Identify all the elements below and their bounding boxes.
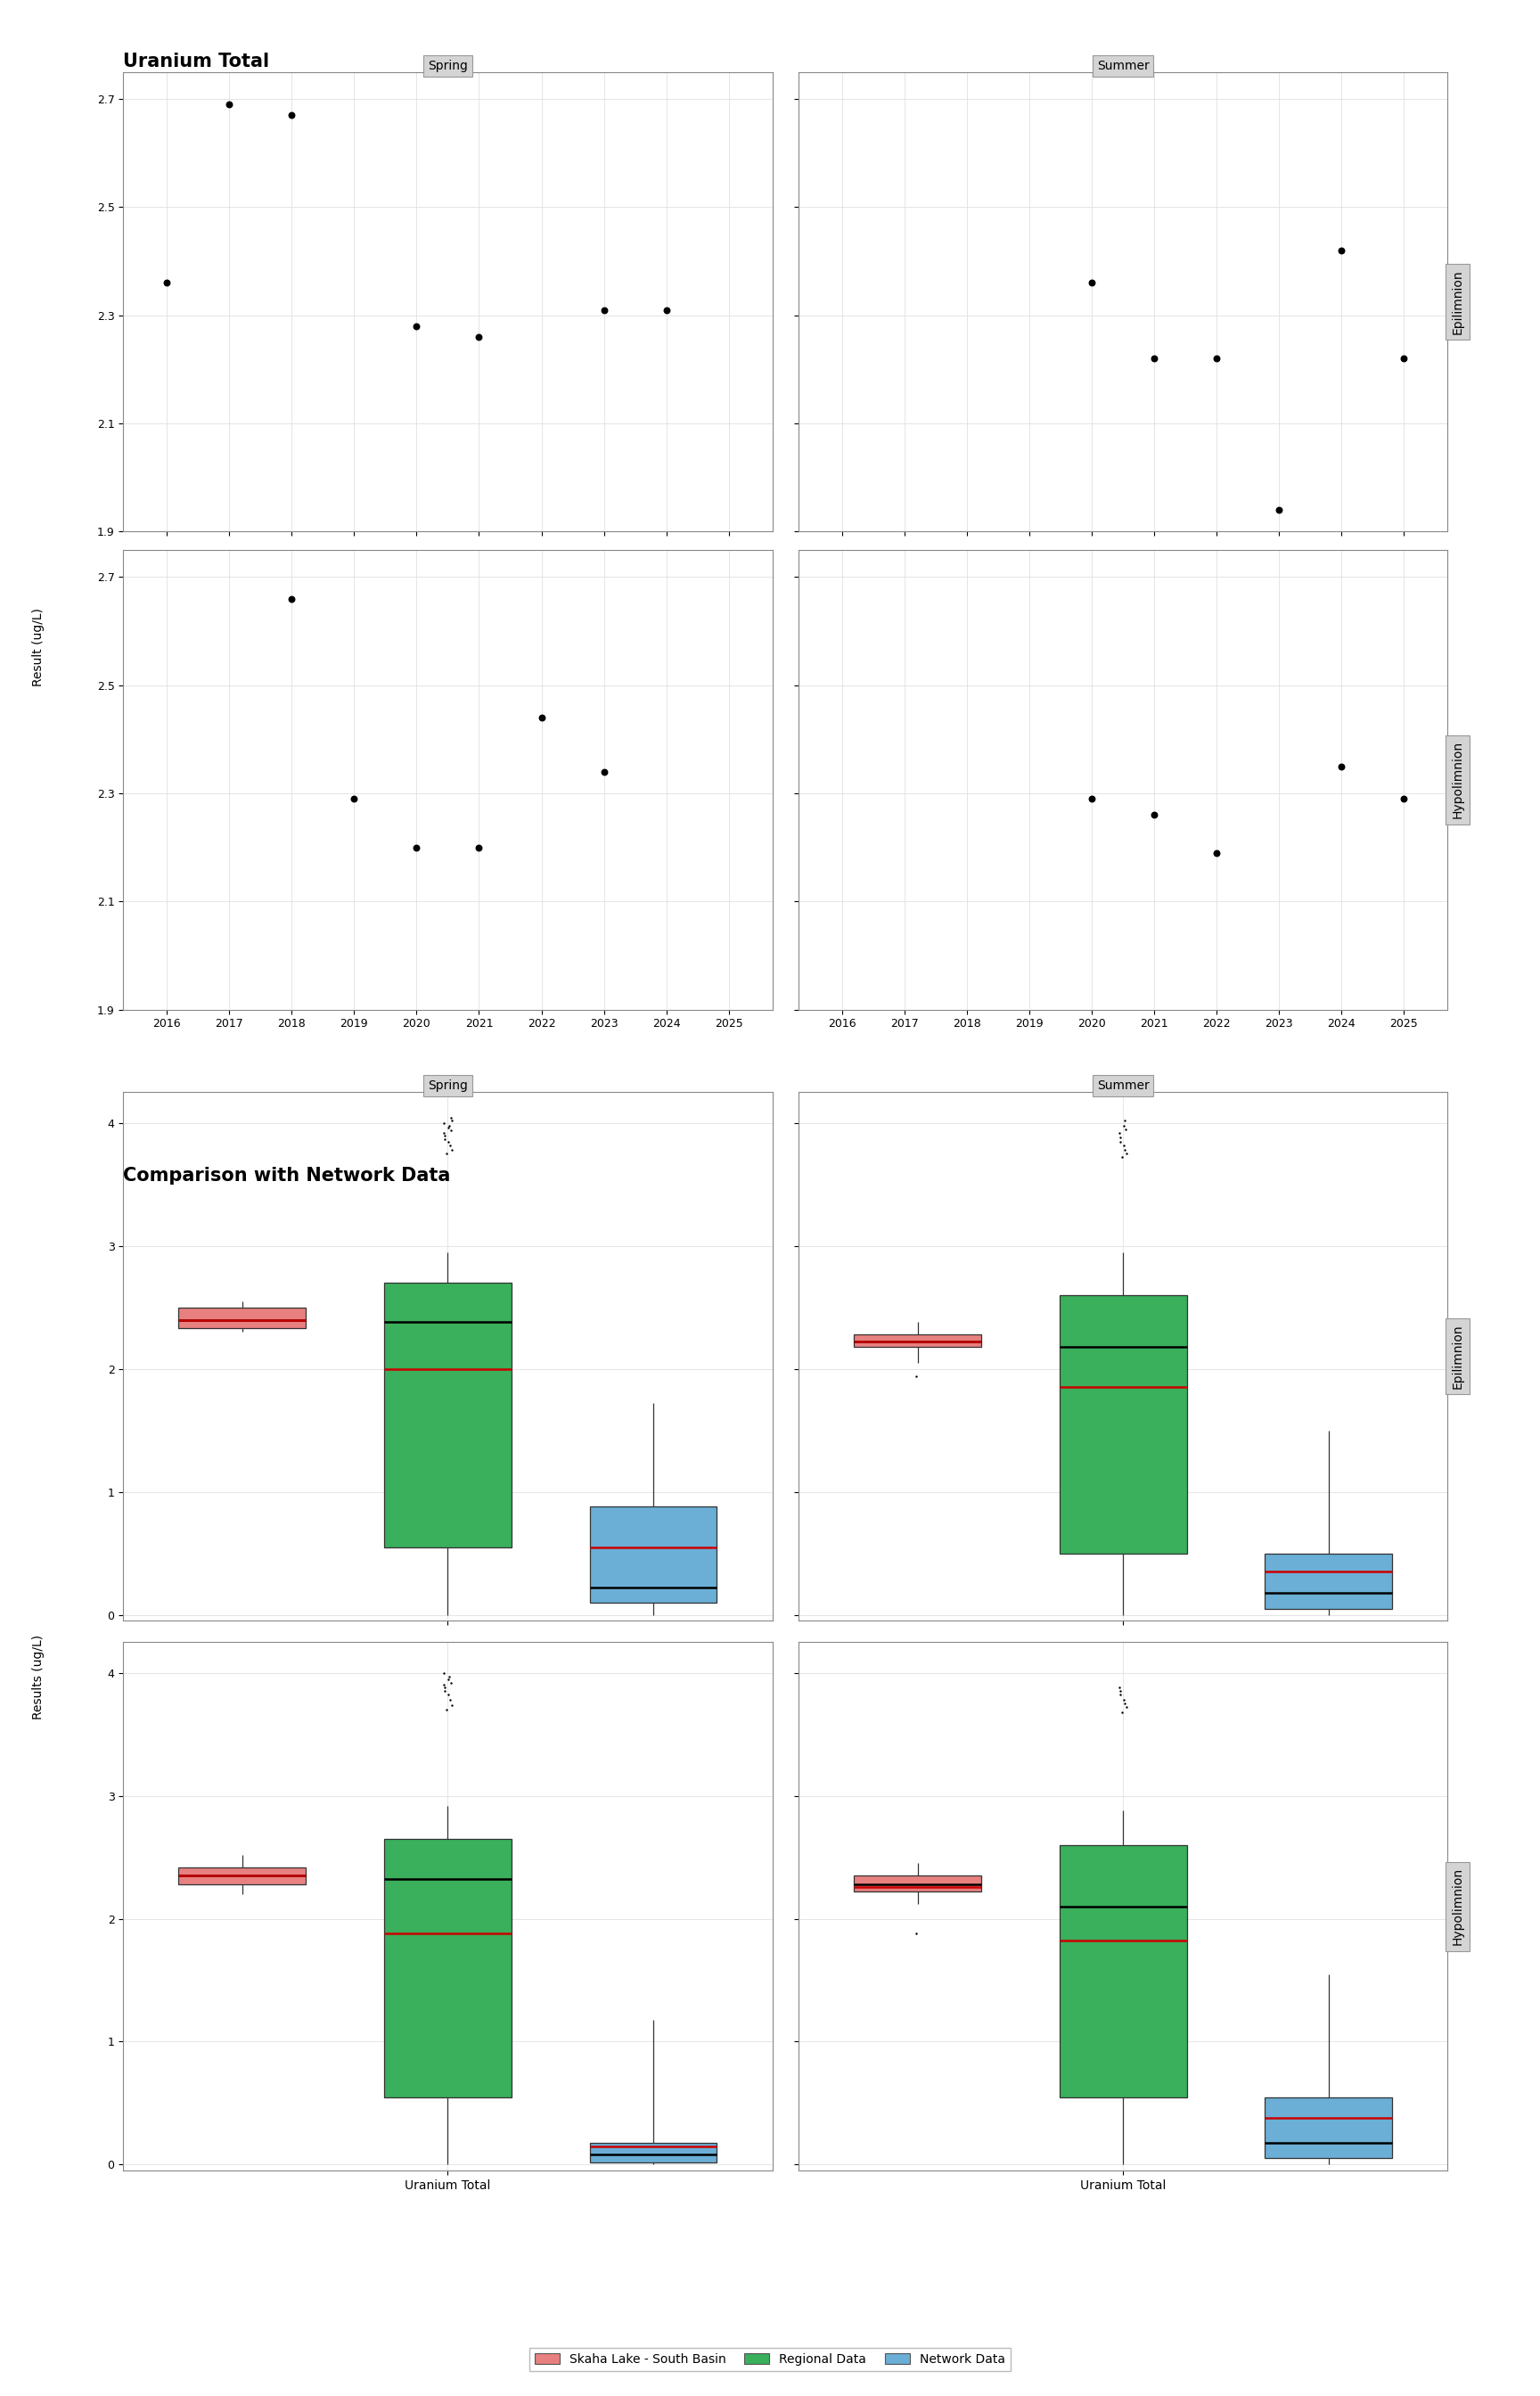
Title: Summer: Summer (1096, 60, 1149, 72)
Text: Result (ug/L): Result (ug/L) (32, 609, 45, 685)
Point (1107, 1119, 1132, 1157)
Point (1392, 779, 1417, 817)
Point (1204, 834, 1229, 872)
Point (433, 1668, 457, 1706)
Point (434, 1692, 459, 1730)
Point (1107, 1668, 1132, 1706)
Point (654, 290, 679, 328)
Bar (590, 2142, 718, 2161)
Bar (383, 1838, 511, 2096)
Point (1141, 340, 1166, 379)
Point (154, 264, 179, 302)
Title: Spring: Spring (428, 1081, 468, 1093)
Point (904, 1914, 929, 1953)
Point (1080, 264, 1104, 302)
Point (1107, 1121, 1132, 1160)
Text: Uranium Total: Uranium Total (123, 53, 270, 69)
Point (279, 96, 303, 134)
Bar (1264, 1553, 1392, 1608)
Point (437, 1680, 462, 1718)
Point (439, 1100, 464, 1138)
Point (431, 1114, 456, 1152)
Point (405, 307, 430, 345)
Bar (853, 1876, 981, 1893)
Point (279, 580, 303, 618)
Y-axis label: Hypolimnion: Hypolimnion (1451, 1866, 1465, 1946)
Point (437, 1658, 462, 1696)
Point (591, 290, 616, 328)
Bar (1060, 1296, 1187, 1553)
Point (431, 1653, 456, 1692)
Point (1267, 491, 1292, 530)
Point (433, 1672, 457, 1711)
Text: Comparison with Network Data: Comparison with Network Data (123, 1167, 451, 1184)
Point (439, 1131, 464, 1169)
Point (1329, 748, 1354, 786)
Point (431, 1665, 456, 1704)
Point (1112, 1107, 1137, 1145)
Point (439, 1687, 464, 1725)
Point (431, 1105, 456, 1143)
Point (1115, 1689, 1140, 1728)
Point (1141, 795, 1166, 834)
Text: Results (ug/L): Results (ug/L) (32, 1634, 45, 1720)
Point (1329, 230, 1354, 268)
Point (217, 86, 242, 125)
Point (342, 779, 367, 817)
Point (1080, 779, 1104, 817)
Point (439, 1112, 464, 1150)
Point (436, 1675, 460, 1713)
Point (467, 319, 491, 357)
Point (1107, 1675, 1132, 1713)
Point (1112, 1684, 1137, 1723)
Point (433, 1117, 457, 1155)
Point (1112, 1126, 1137, 1164)
Bar (179, 1866, 306, 1883)
Point (436, 1660, 460, 1699)
Y-axis label: Epilimnion: Epilimnion (1451, 1325, 1465, 1390)
Y-axis label: Epilimnion: Epilimnion (1451, 268, 1465, 333)
Bar (1264, 2096, 1392, 2159)
Point (405, 829, 430, 867)
Point (1115, 1136, 1140, 1174)
Y-axis label: Hypolimnion: Hypolimnion (1451, 740, 1465, 819)
Bar (590, 1507, 718, 1603)
Point (1112, 1102, 1137, 1140)
Point (436, 1121, 460, 1160)
Point (530, 700, 554, 738)
Legend: Skaha Lake - South Basin, Regional Data, Network Data: Skaha Lake - South Basin, Regional Data,… (530, 2348, 1010, 2370)
Point (1107, 1672, 1132, 1711)
Point (436, 1109, 460, 1148)
Point (1112, 1680, 1137, 1718)
Point (434, 1136, 459, 1174)
Point (591, 752, 616, 791)
Point (467, 829, 491, 867)
Bar (853, 1335, 981, 1347)
Point (1112, 1131, 1137, 1169)
Point (1110, 1138, 1135, 1176)
Point (904, 1356, 929, 1394)
Bar (1060, 1845, 1187, 2096)
Point (439, 1102, 464, 1140)
Point (437, 1107, 462, 1145)
Title: Spring: Spring (428, 60, 468, 72)
Point (1113, 1109, 1138, 1148)
Bar (383, 1282, 511, 1548)
Point (1392, 340, 1417, 379)
Point (433, 1119, 457, 1157)
Title: Summer: Summer (1096, 1081, 1149, 1093)
Point (1204, 340, 1229, 379)
Bar (179, 1308, 306, 1327)
Point (439, 1663, 464, 1701)
Point (1107, 1114, 1132, 1152)
Point (1110, 1694, 1135, 1732)
Point (1267, 1002, 1292, 1040)
Point (437, 1126, 462, 1164)
